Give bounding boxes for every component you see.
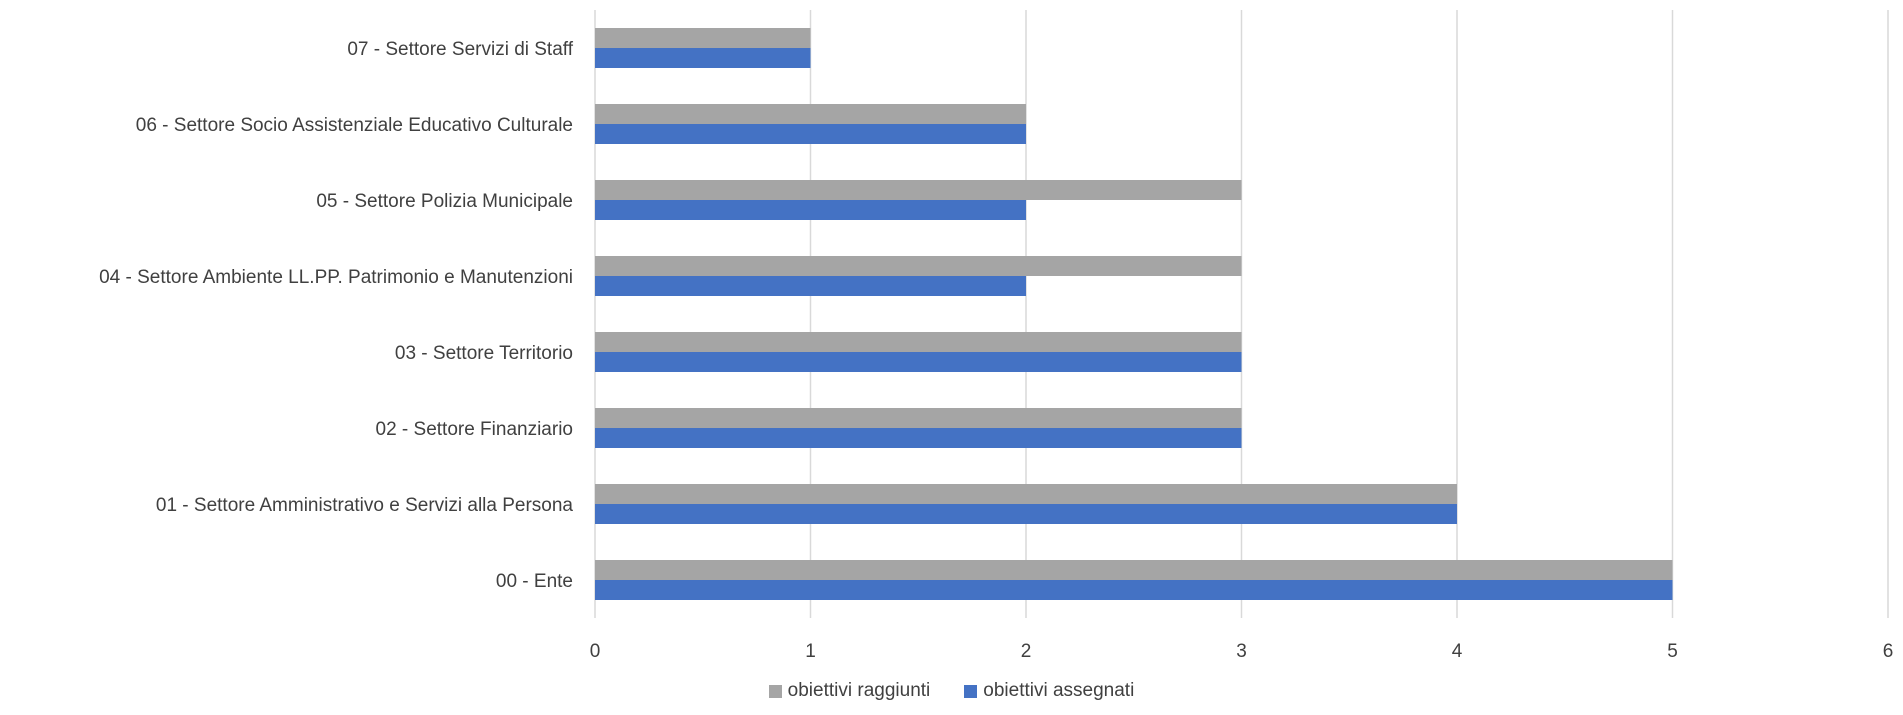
bar-raggiunti-3: [595, 256, 1242, 276]
x-tick-label-5: 5: [1667, 641, 1678, 662]
x-tick-label-0: 0: [590, 641, 601, 662]
x-tick-label-3: 3: [1236, 641, 1247, 662]
chart-legend: obiettivi raggiunti obiettivi assegnati: [0, 680, 1903, 702]
bar-raggiunti-4: [595, 332, 1242, 352]
x-tick-label-4: 4: [1452, 641, 1463, 662]
bar-raggiunti-7: [595, 560, 1673, 580]
category-label-6: 01 - Settore Amministrativo e Servizi al…: [156, 495, 574, 516]
category-label-2: 05 - Settore Polizia Municipale: [316, 191, 573, 212]
category-label-1: 06 - Settore Socio Assistenziale Educati…: [136, 115, 573, 136]
bar-assegnati-2: [595, 200, 1026, 220]
bar-assegnati-0: [595, 48, 811, 68]
bar-raggiunti-5: [595, 408, 1242, 428]
x-tick-label-6: 6: [1883, 641, 1894, 662]
legend-item-assegnati: obiettivi assegnati: [964, 680, 1134, 702]
bar-raggiunti-0: [595, 28, 811, 48]
legend-label-raggiunti: obiettivi raggiunti: [787, 680, 931, 701]
legend-swatch-assegnati: [964, 684, 978, 698]
category-label-3: 04 - Settore Ambiente LL.PP. Patrimonio …: [99, 267, 573, 288]
x-tick-label-2: 2: [1021, 641, 1032, 662]
bar-assegnati-1: [595, 124, 1026, 144]
bar-assegnati-7: [595, 580, 1673, 600]
category-label-0: 07 - Settore Servizi di Staff: [347, 39, 573, 60]
legend-label-assegnati: obiettivi assegnati: [983, 680, 1135, 701]
bar-assegnati-3: [595, 276, 1026, 296]
bar-assegnati-4: [595, 352, 1242, 372]
legend-swatch-raggiunti: [768, 684, 782, 698]
bar-raggiunti-2: [595, 180, 1242, 200]
category-label-5: 02 - Settore Finanziario: [376, 419, 574, 440]
category-label-7: 00 - Ente: [496, 571, 573, 592]
legend-item-raggiunti: obiettivi raggiunti: [768, 680, 931, 702]
bar-assegnati-6: [595, 504, 1457, 524]
bar-raggiunti-1: [595, 104, 1026, 124]
bar-assegnati-5: [595, 428, 1242, 448]
category-label-4: 03 - Settore Territorio: [395, 343, 573, 364]
x-tick-label-1: 1: [805, 641, 816, 662]
bar-raggiunti-6: [595, 484, 1457, 504]
